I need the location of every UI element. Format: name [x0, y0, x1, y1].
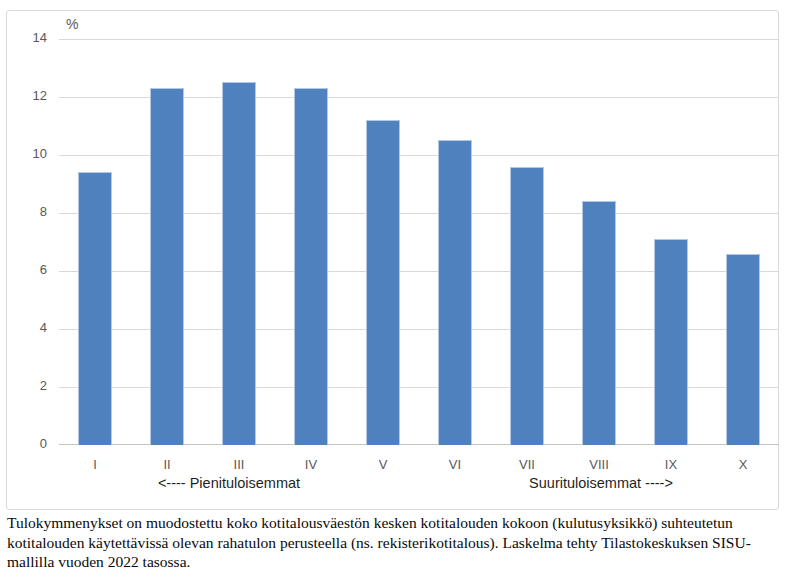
y-tick-label-0: 0	[7, 436, 47, 451]
y-tick-label-6: 6	[7, 262, 47, 277]
caption-line-1: Tulokymmenykset on muodostettu koko koti…	[7, 513, 785, 533]
bar-decile-II	[150, 88, 184, 445]
gridline-14	[59, 39, 779, 40]
y-tick-label-8: 8	[7, 204, 47, 219]
y-tick-label-14: 14	[7, 30, 47, 45]
x-axis-annotation-low-income: <---- Pienituloisemmat	[59, 475, 399, 491]
bar-decile-IX	[654, 239, 688, 445]
bar-decile-X	[726, 254, 760, 445]
x-tick-label-V: V	[347, 457, 419, 472]
bar-decile-VII	[510, 167, 544, 445]
decile-bar-chart: % <---- Pienituloisemmat Suurituloisemma…	[6, 10, 779, 510]
x-tick-label-VI: VI	[419, 457, 491, 472]
x-tick-label-VIII: VIII	[563, 457, 635, 472]
x-tick-label-IV: IV	[275, 457, 347, 472]
x-tick-label-II: II	[131, 457, 203, 472]
bar-decile-VI	[438, 140, 472, 445]
y-tick-label-12: 12	[7, 88, 47, 103]
bar-decile-IV	[294, 88, 328, 445]
y-tick-label-10: 10	[7, 146, 47, 161]
bar-decile-I	[78, 172, 112, 445]
x-tick-label-X: X	[707, 457, 779, 472]
y-tick-label-2: 2	[7, 378, 47, 393]
bar-decile-VIII	[582, 201, 616, 445]
bar-decile-V	[366, 120, 400, 445]
x-axis-annotation-high-income: Suurituloisemmat ---->	[431, 475, 771, 491]
y-axis-unit-label: %	[66, 16, 78, 32]
caption-line-2: kotitalouden käytettävissä olevan rahatu…	[7, 533, 785, 553]
bar-decile-III	[222, 82, 256, 445]
y-tick-label-4: 4	[7, 320, 47, 335]
x-tick-label-VII: VII	[491, 457, 563, 472]
chart-caption: Tulokymmenykset on muodostettu koko koti…	[7, 513, 785, 572]
x-tick-label-I: I	[59, 457, 131, 472]
x-tick-label-IX: IX	[635, 457, 707, 472]
x-tick-label-III: III	[203, 457, 275, 472]
plot-area	[59, 39, 779, 445]
caption-line-3: mallilla vuoden 2022 tasossa.	[7, 552, 785, 572]
